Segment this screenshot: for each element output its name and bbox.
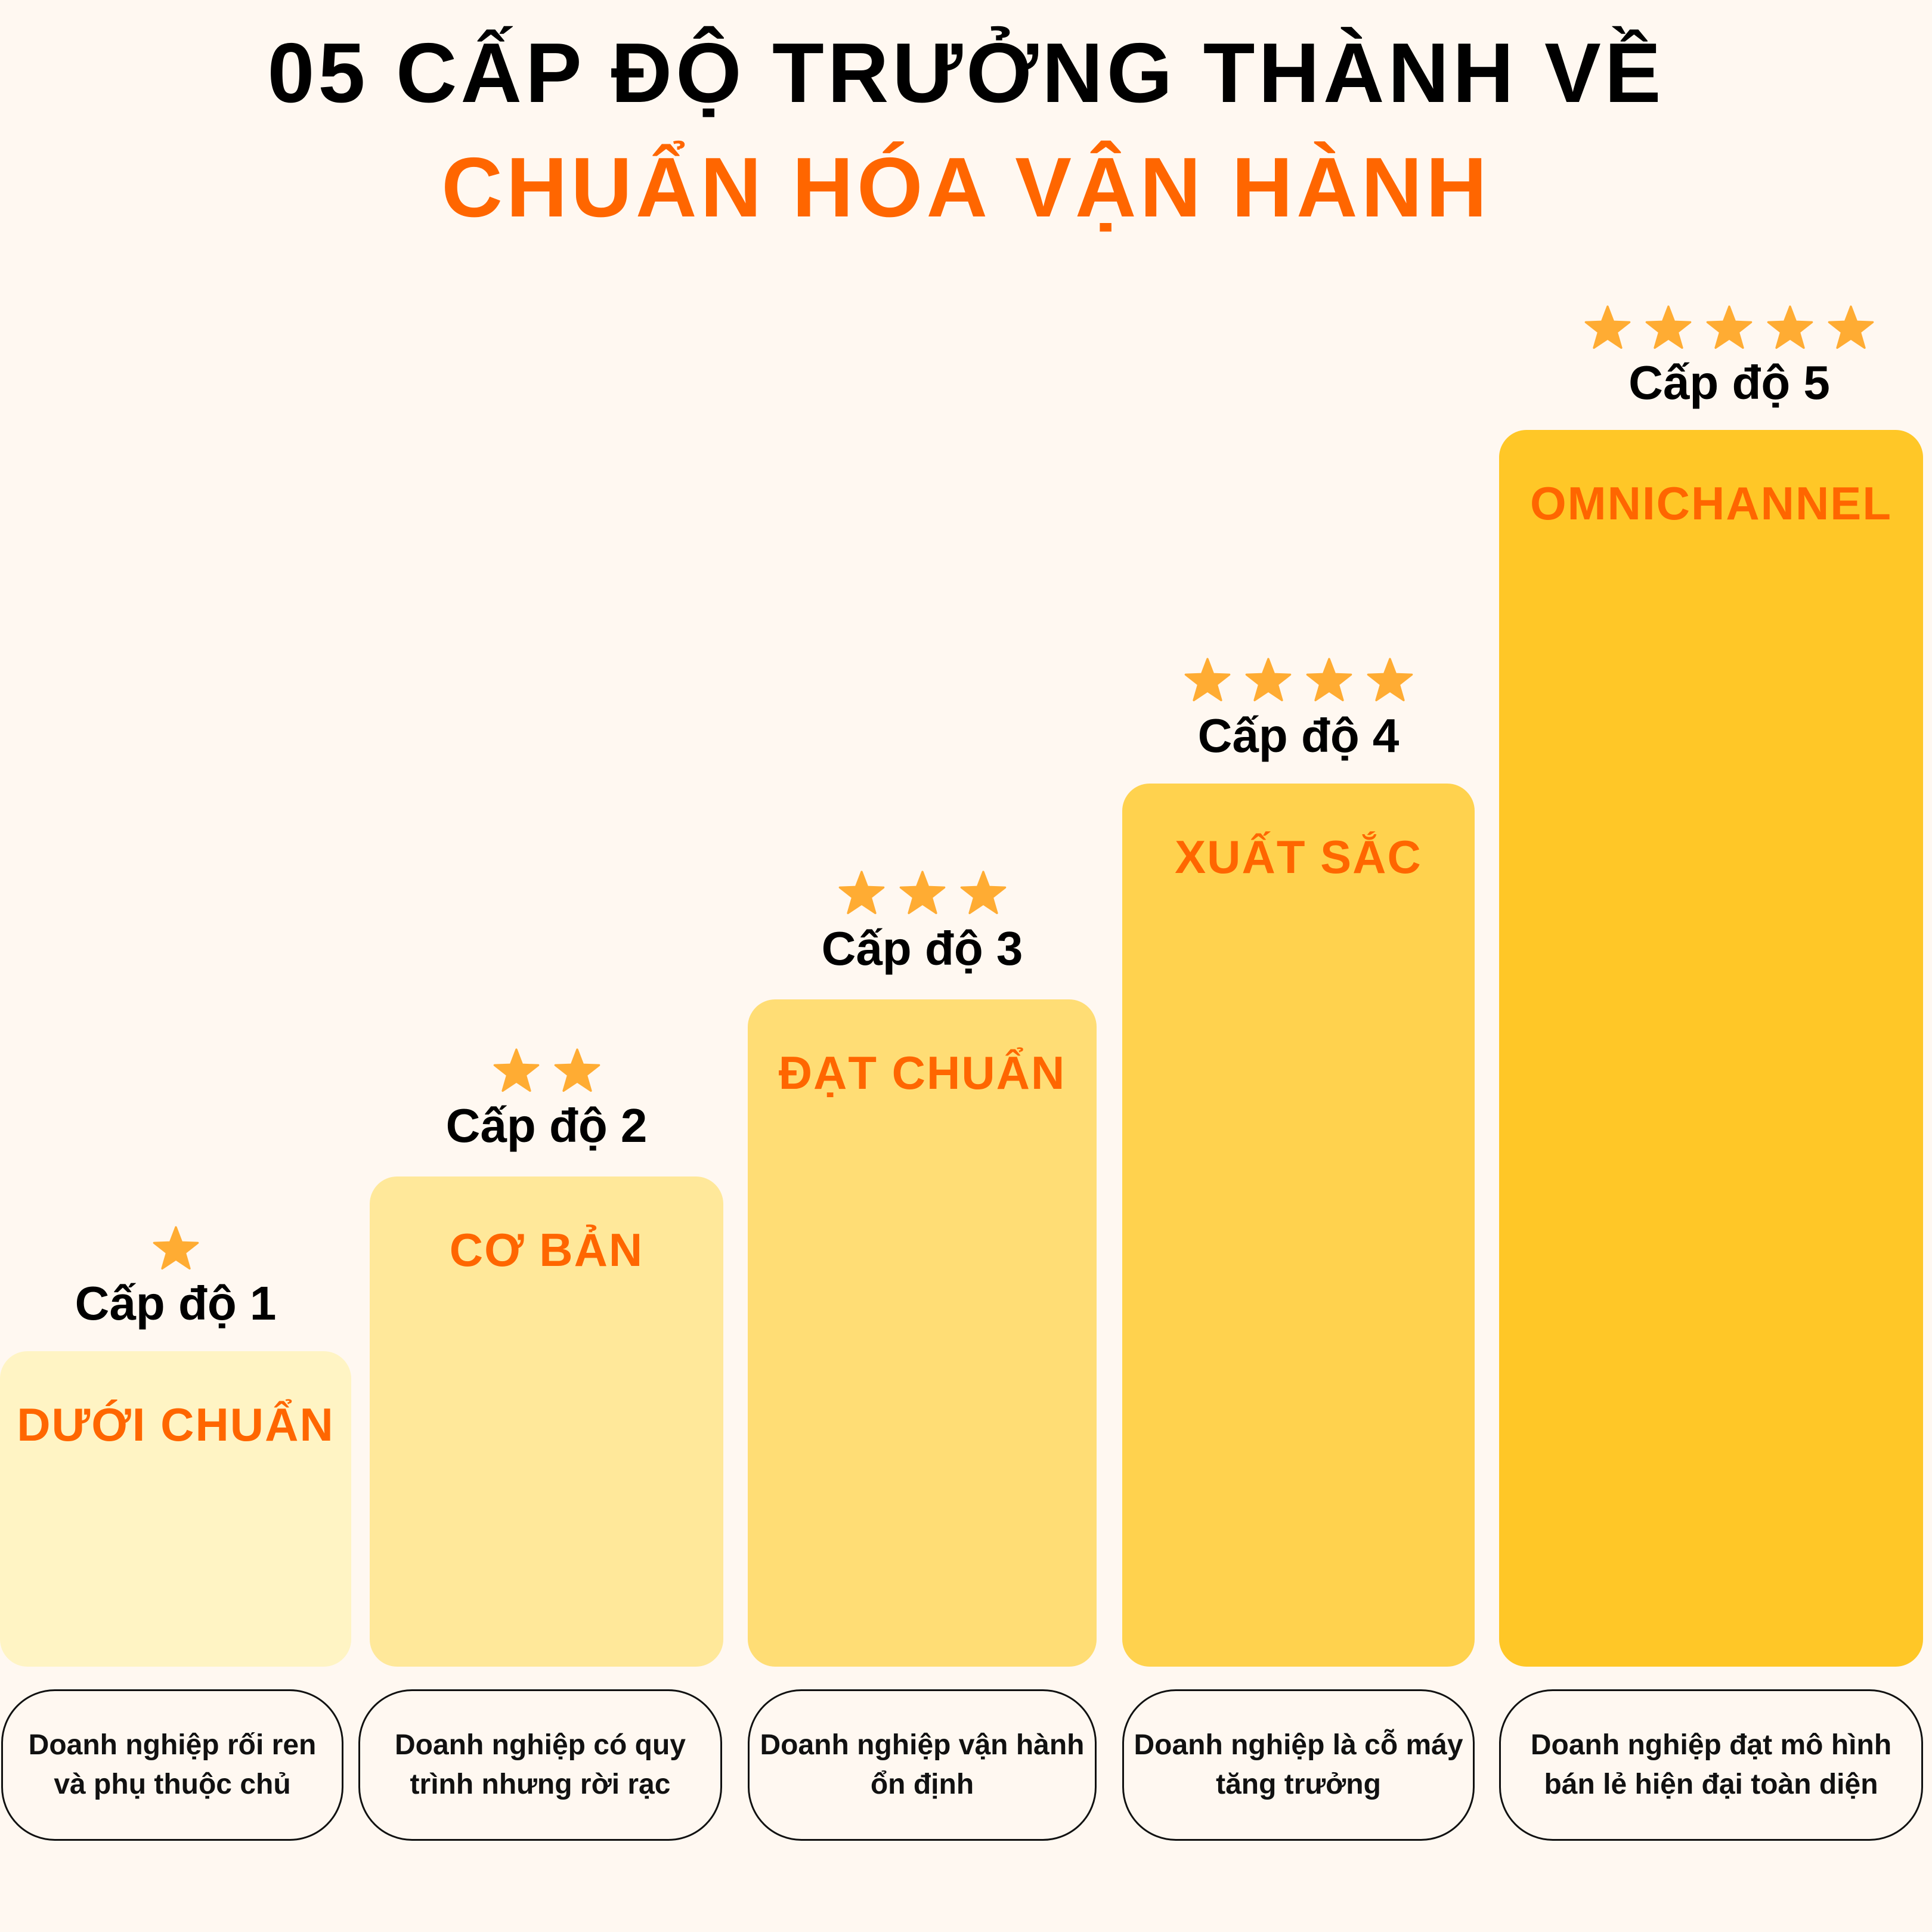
star-icon [1367,658,1413,701]
star-icon [1767,305,1813,349]
level-label-4: Cấp độ 4 [1197,709,1400,762]
bar-title-4: XUẤT SẮC [1175,831,1422,883]
star-icon [1306,658,1352,701]
star-icon [1245,658,1291,701]
star-icon [1584,305,1631,349]
description-box-1: Doanh nghiệp rối ren và phụ thuộc chủ [1,1689,343,1841]
star-icon [554,1048,600,1092]
star-icon [899,871,945,914]
star-icon [493,1048,539,1092]
description-box-2: Doanh nghiệp có quy trình nhưng rời rạc [358,1689,722,1841]
bar-level-5: OMNICHANNEL [1499,430,1923,1667]
level-label-5: Cấp độ 5 [1628,356,1830,409]
star-icon [153,1226,199,1270]
stars-level-4 [1122,656,1475,704]
stars-level-3 [748,869,1097,917]
stars-level-2 [370,1046,723,1094]
star-icon [1645,305,1692,349]
description-text-4: Doanh nghiệp là cỗ máy tăng trưởng [1134,1729,1463,1800]
bar-title-5: OMNICHANNEL [1530,477,1892,530]
bar-title-3: ĐẠT CHUẨN [778,1046,1066,1099]
description-box-5: Doanh nghiệp đạt mô hình bán lẻ hiện đại… [1499,1689,1923,1841]
description-text-5: Doanh nghiệp đạt mô hình bán lẻ hiện đại… [1530,1729,1892,1800]
title-line-2: CHUẨN HÓA VẬN HÀNH [441,140,1491,235]
description-box-3: Doanh nghiệp vận hành ổn định [748,1689,1097,1841]
description-text-3: Doanh nghiệp vận hành ổn định [760,1729,1085,1800]
description-text-1: Doanh nghiệp rối ren và phụ thuộc chủ [28,1729,317,1800]
star-icon [838,871,884,914]
description-box-4: Doanh nghiệp là cỗ máy tăng trưởng [1122,1689,1475,1841]
bar-title-1: DƯỚI CHUẨN [17,1398,335,1451]
star-icon [1184,658,1230,701]
bar-level-1: DƯỚI CHUẨN [0,1351,351,1667]
bar-level-2: CƠ BẢN [370,1176,723,1667]
bar-title-2: CƠ BẢN [449,1224,644,1276]
level-label-2: Cấp độ 2 [445,1099,648,1152]
stars-level-5 [1550,304,1908,351]
star-icon [1828,305,1874,349]
level-label-3: Cấp độ 3 [821,922,1023,975]
bar-level-4: XUẤT SẮC [1122,784,1475,1667]
star-icon [1706,305,1753,349]
description-text-2: Doanh nghiệp có quy trình nhưng rời rạc [395,1729,686,1800]
star-icon [960,871,1006,914]
level-label-1: Cấp độ 1 [75,1277,277,1330]
title-line-1: 05 CẤP ĐỘ TRƯỞNG THÀNH VỀ [267,26,1665,120]
bar-level-3: ĐẠT CHUẨN [748,999,1097,1667]
stars-level-1 [0,1224,351,1272]
